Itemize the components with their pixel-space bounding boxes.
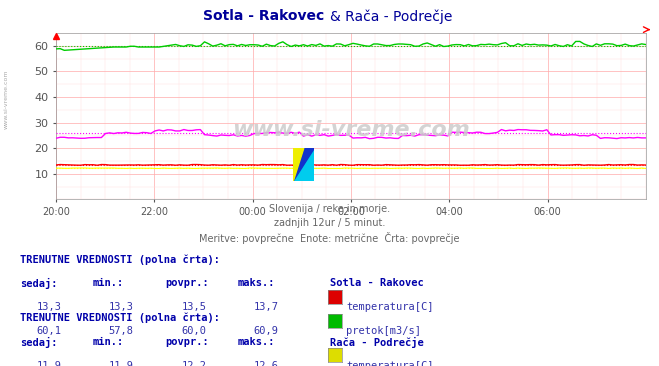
Text: 13,5: 13,5 (181, 302, 206, 312)
Polygon shape (293, 148, 304, 181)
Text: 11,9: 11,9 (36, 361, 61, 366)
Text: TRENUTNE VREDNOSTI (polna črta):: TRENUTNE VREDNOSTI (polna črta): (20, 313, 219, 324)
Text: 60,9: 60,9 (254, 326, 279, 336)
Text: sedaj:: sedaj: (20, 337, 57, 348)
Text: Meritve: povprečne  Enote: metrične  Črta: povprečje: Meritve: povprečne Enote: metrične Črta:… (199, 232, 460, 244)
Text: Sotla - Rakovec: Sotla - Rakovec (330, 278, 423, 288)
Text: min.:: min.: (92, 278, 123, 288)
Text: 60,1: 60,1 (36, 326, 61, 336)
Text: maks.:: maks.: (237, 337, 275, 347)
Text: pretok[m3/s]: pretok[m3/s] (346, 326, 421, 336)
Text: povpr.:: povpr.: (165, 278, 208, 288)
Text: 13,7: 13,7 (254, 302, 279, 312)
Text: 11,9: 11,9 (109, 361, 134, 366)
Text: zadnjih 12ur / 5 minut.: zadnjih 12ur / 5 minut. (273, 218, 386, 228)
Text: www.si-vreme.com: www.si-vreme.com (232, 120, 470, 139)
Text: www.si-vreme.com: www.si-vreme.com (3, 69, 9, 128)
Text: & Rača - Podrečje: & Rača - Podrečje (330, 9, 452, 24)
Text: 12,6: 12,6 (254, 361, 279, 366)
Text: min.:: min.: (92, 337, 123, 347)
Text: temperatura[C]: temperatura[C] (346, 302, 434, 312)
Text: sedaj:: sedaj: (20, 278, 57, 289)
Text: TRENUTNE VREDNOSTI (polna črta):: TRENUTNE VREDNOSTI (polna črta): (20, 254, 219, 265)
Text: povpr.:: povpr.: (165, 337, 208, 347)
Text: Slovenija / reke in morje.: Slovenija / reke in morje. (269, 204, 390, 214)
Text: Rača - Podrečje: Rača - Podrečje (330, 337, 423, 348)
Text: 13,3: 13,3 (109, 302, 134, 312)
Text: 13,3: 13,3 (36, 302, 61, 312)
Text: 12,2: 12,2 (181, 361, 206, 366)
Text: Sotla - Rakovec: Sotla - Rakovec (204, 9, 330, 23)
Polygon shape (293, 148, 314, 181)
Text: temperatura[C]: temperatura[C] (346, 361, 434, 366)
Polygon shape (293, 148, 314, 181)
Text: maks.:: maks.: (237, 278, 275, 288)
Text: 60,0: 60,0 (181, 326, 206, 336)
Text: 57,8: 57,8 (109, 326, 134, 336)
